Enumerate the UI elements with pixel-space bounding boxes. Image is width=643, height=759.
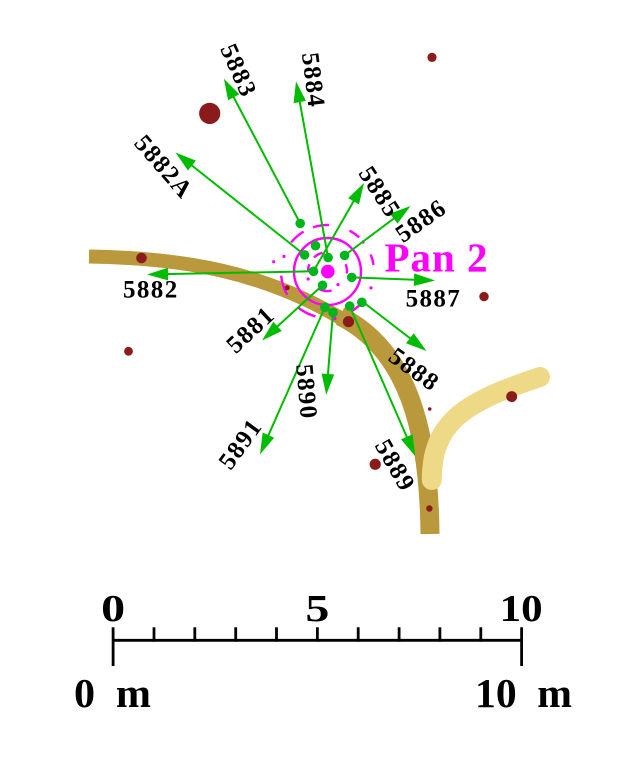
svg-text:5890: 5890 [290,363,322,421]
svg-text:5887: 5887 [406,286,462,313]
svg-text:5882: 5882 [123,277,179,304]
svg-text:10: 10 [500,588,543,630]
svg-text:10 m: 10 m [475,670,572,716]
svg-text:5: 5 [305,588,329,630]
svg-text:0: 0 [101,588,125,630]
svg-text:5884: 5884 [296,51,330,109]
svg-text:0 m: 0 m [74,670,151,716]
svg-text:Pan 2: Pan 2 [384,235,488,281]
